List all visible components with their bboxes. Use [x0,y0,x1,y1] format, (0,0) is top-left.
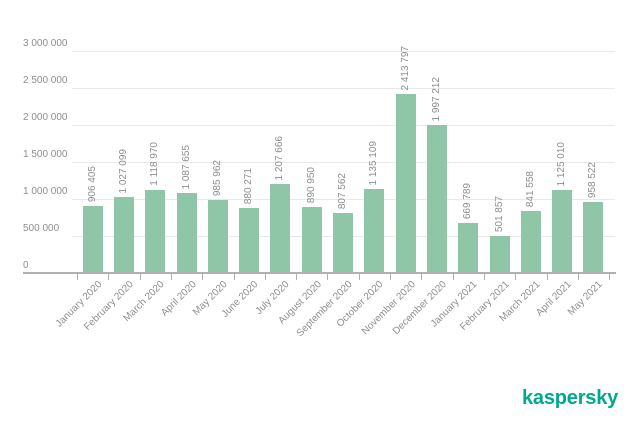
x-axis-tick [140,274,141,280]
bar-value-label: 880 271 [243,167,254,204]
y-gridline [72,88,615,89]
x-axis-tick [296,274,297,280]
bar-value-label: 669 789 [462,182,473,219]
x-axis-tick [108,274,109,280]
bar-value-label: 1 207 666 [274,135,285,181]
bar [302,207,322,273]
x-axis-tick [327,274,328,280]
bar [177,193,197,273]
x-axis-tick [202,274,203,280]
bar [333,213,353,273]
bar-value-label: 890 950 [306,166,317,203]
bar-value-label: 841 558 [525,170,536,207]
y-axis-tick-label: 2 500 000 [23,75,68,86]
y-axis-tick-label: 0 [23,260,29,271]
bar [396,94,416,273]
x-axis-tick [578,274,579,280]
bar [83,206,103,273]
bar-value-label: 1 027 099 [118,148,129,194]
bar [521,211,541,273]
bar-value-label: 985 962 [212,159,223,196]
x-axis-line [23,272,616,274]
x-axis-tick [234,274,235,280]
bar [270,184,290,273]
bar-value-label: 1 125 010 [556,141,567,187]
bar-value-label: 1 087 655 [181,144,192,190]
bar-value-label: 501 857 [494,195,505,232]
bar [114,197,134,273]
x-axis-tick [515,274,516,280]
bar-value-label: 1 118 970 [149,142,160,186]
bar [427,125,447,273]
x-axis-tick [453,274,454,280]
x-axis-tick [390,274,391,280]
x-axis-tick [484,274,485,280]
bar-value-label: 906 405 [87,165,98,202]
x-axis-tick [547,274,548,280]
bar-value-label: 958 522 [587,161,598,198]
kaspersky-logo: kaspersky [522,387,619,409]
bar [458,223,478,273]
x-axis-tick [77,274,78,280]
x-axis-tick [265,274,266,280]
y-gridline [72,162,615,163]
bar-value-label: 807 562 [337,172,348,209]
bar [145,190,165,273]
x-axis-tick [359,274,360,280]
y-axis-tick-label: 500 000 [23,223,60,234]
y-gridline [72,199,615,200]
y-gridline [72,51,615,52]
bar-value-label: 1 135 109 [368,140,379,186]
y-axis-tick-label: 1 500 000 [23,149,68,160]
bar [239,208,259,273]
bar [364,189,384,273]
bar [490,236,510,273]
y-axis-tick-label: 2 000 000 [23,112,68,123]
y-axis-tick-label: 1 000 000 [23,186,68,197]
bar [552,190,572,273]
bar-value-label: 2 413 797 [400,45,411,91]
bar [208,200,228,273]
y-gridline [72,125,615,126]
y-axis-tick-label: 3 000 000 [23,38,68,49]
x-axis-tick [171,274,172,280]
bar [583,202,603,273]
x-axis-tick [609,274,610,280]
x-axis-tick [421,274,422,280]
bar-value-label: 1 997 212 [431,76,442,122]
